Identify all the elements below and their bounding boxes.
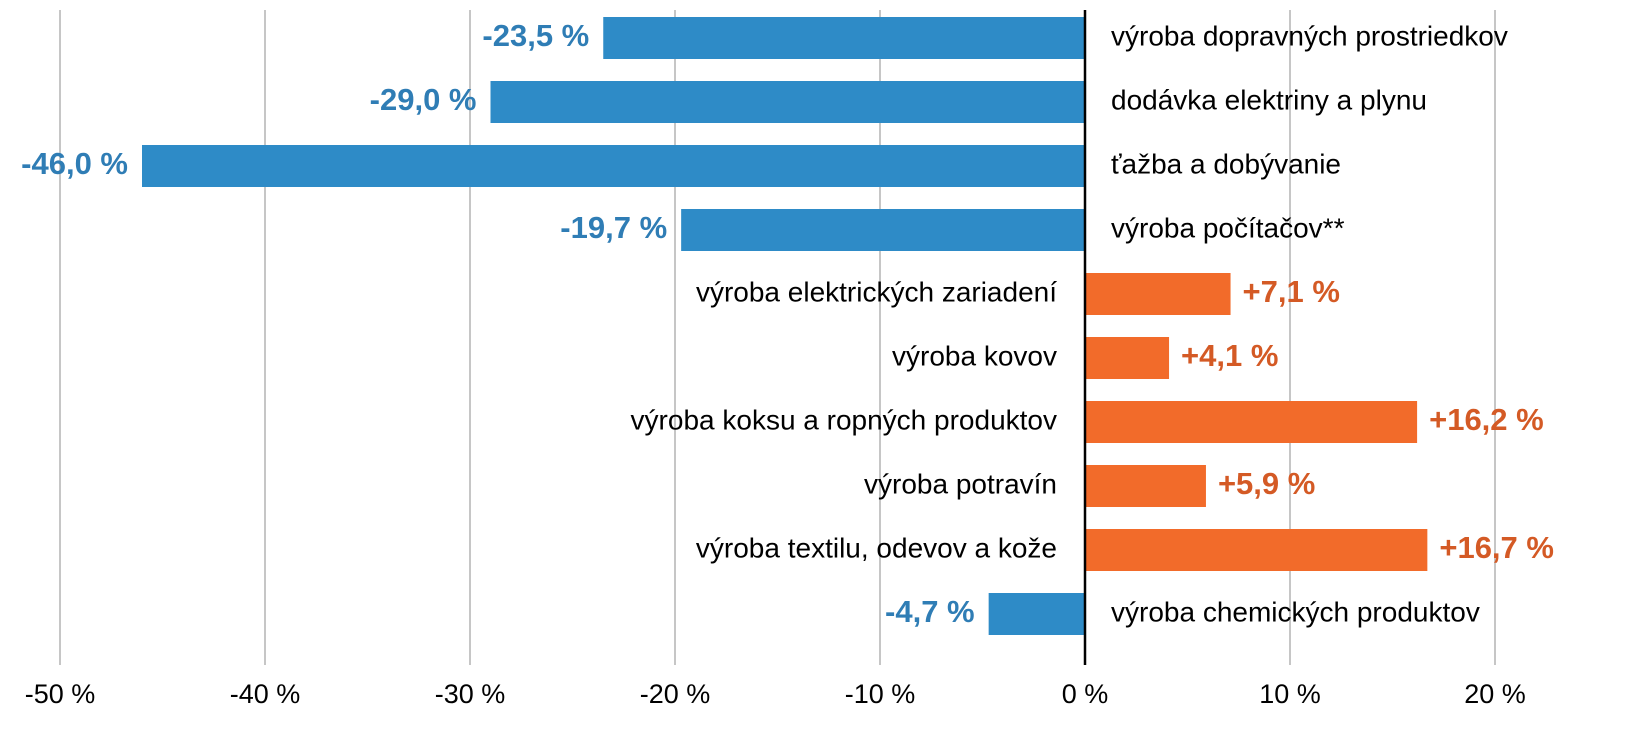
value-label: +5,9 % — [1218, 466, 1315, 501]
x-tick-label: -10 % — [845, 679, 916, 709]
value-label: -23,5 % — [482, 18, 589, 53]
category-label: výroba potravín — [864, 468, 1057, 499]
bar — [1085, 529, 1428, 571]
bar — [681, 209, 1085, 251]
category-label: výroba počítačov** — [1111, 212, 1345, 243]
x-tick-label: 10 % — [1259, 679, 1321, 709]
category-label: dodávka elektriny a plynu — [1111, 84, 1427, 115]
value-label: -29,0 % — [370, 82, 477, 117]
bar — [603, 17, 1085, 59]
x-tick-label: -50 % — [25, 679, 96, 709]
x-tick-label: -30 % — [435, 679, 506, 709]
value-label: +16,2 % — [1429, 402, 1544, 437]
x-tick-label: -20 % — [640, 679, 711, 709]
x-tick-label: 20 % — [1464, 679, 1526, 709]
category-label: výroba koksu a ropných produktov — [631, 404, 1057, 435]
value-label: -46,0 % — [21, 146, 128, 181]
value-label: +7,1 % — [1243, 274, 1340, 309]
bar — [1085, 401, 1418, 443]
bar — [142, 145, 1085, 187]
x-tick-label: 0 % — [1062, 679, 1109, 709]
bar — [490, 81, 1085, 123]
category-label: ťažba a dobývanie — [1111, 148, 1341, 179]
category-label: výroba kovov — [892, 340, 1057, 371]
x-tick-label: -40 % — [230, 679, 301, 709]
value-label: -19,7 % — [560, 210, 667, 245]
value-label: +16,7 % — [1439, 530, 1554, 565]
category-label: výroba textilu, odevov a kože — [696, 532, 1057, 563]
category-label: výroba chemických produktov — [1111, 596, 1480, 627]
bar — [1085, 465, 1206, 507]
category-label: výroba dopravných prostriedkov — [1111, 20, 1508, 51]
value-label: -4,7 % — [885, 594, 975, 629]
category-label: výroba elektrických zariadení — [696, 276, 1057, 307]
bar — [988, 593, 1085, 635]
value-label: +4,1 % — [1181, 338, 1278, 373]
bar — [1085, 337, 1170, 379]
bar — [1085, 273, 1231, 315]
